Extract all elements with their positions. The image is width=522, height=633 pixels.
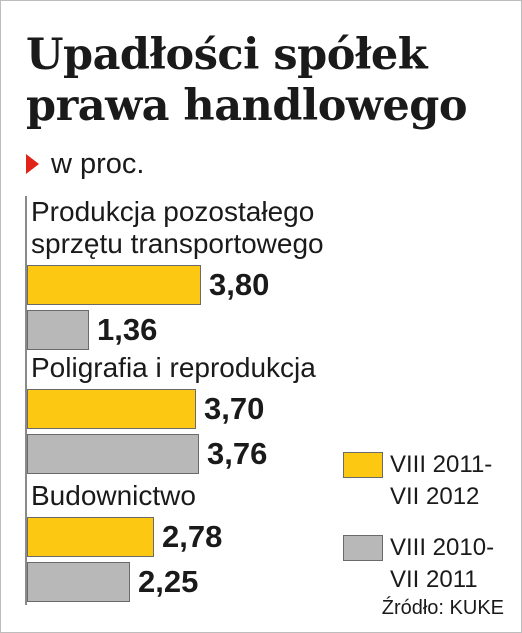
category-label: Budownictwo (31, 480, 196, 511)
data-label: 3,76 (207, 436, 268, 471)
data-label: 2,78 (162, 519, 223, 554)
legend-label-line: VIII 2011- (390, 451, 493, 478)
axis-line (25, 196, 27, 605)
source-note: Źródło: KUKE (381, 597, 504, 619)
legend-label-line: VIII 2010- (390, 534, 495, 561)
legend-label: VIII 2011- VII 2012 (390, 449, 515, 513)
bar (27, 265, 201, 305)
chart-title: Upadłości spółek prawa handlowego (26, 30, 468, 131)
bar (27, 562, 130, 602)
category-label: Produkcja pozostałego sprzętu transporto… (31, 196, 324, 259)
data-label: 2,25 (138, 564, 199, 599)
triangle-bullet-icon (26, 154, 39, 174)
legend-label: VIII 2010- VII 2011 (390, 532, 515, 596)
data-label: 1,36 (97, 312, 158, 347)
unit-label: w proc. (51, 147, 145, 180)
chart-subtitle: w proc. (26, 146, 144, 182)
legend-label-line: VII 2012 (390, 483, 480, 510)
data-label: 3,80 (209, 267, 270, 302)
legend-swatch (343, 452, 383, 478)
legend-swatch (343, 535, 383, 561)
data-label: 3,70 (204, 391, 265, 426)
bar (27, 389, 196, 429)
category-label: Poligrafia i reprodukcja (31, 352, 316, 383)
bar (27, 310, 89, 350)
legend-label-line: VII 2011 (390, 566, 478, 593)
bar (27, 517, 154, 557)
bar (27, 434, 199, 474)
